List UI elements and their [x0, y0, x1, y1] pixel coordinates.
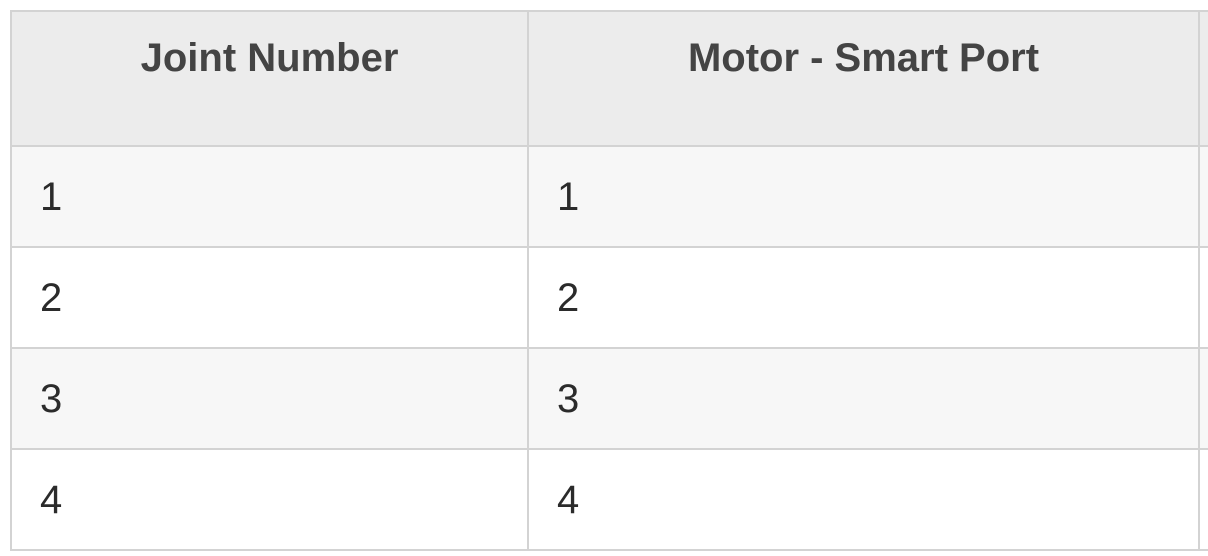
cell-cropped [1198, 448, 1208, 551]
column-header-joint-number: Joint Number [10, 10, 529, 147]
header-row: Joint Number Motor - Smart Port [10, 10, 1208, 147]
cell-motor-smart-port: 2 [527, 246, 1200, 349]
column-header-motor-smart-port: Motor - Smart Port [527, 10, 1200, 147]
table-row-3: 3 3 [10, 347, 1208, 450]
cell-cropped [1198, 347, 1208, 450]
cell-joint-number: 4 [10, 448, 529, 551]
cell-motor-smart-port: 4 [527, 448, 1200, 551]
joint-motor-port-table: Joint Number Motor - Smart Port 1 1 2 2 … [10, 10, 1208, 551]
cell-cropped [1198, 145, 1208, 248]
table-row-4: 4 4 [10, 448, 1208, 551]
column-header-cropped [1198, 10, 1208, 147]
cell-motor-smart-port: 1 [527, 145, 1200, 248]
cell-joint-number: 3 [10, 347, 529, 450]
table-row-1: 1 1 [10, 145, 1208, 248]
cell-joint-number: 2 [10, 246, 529, 349]
cell-joint-number: 1 [10, 145, 529, 248]
cell-motor-smart-port: 3 [527, 347, 1200, 450]
table-row-2: 2 2 [10, 246, 1208, 349]
table-viewport: Joint Number Motor - Smart Port 1 1 2 2 … [10, 10, 1208, 556]
cell-cropped [1198, 246, 1208, 349]
